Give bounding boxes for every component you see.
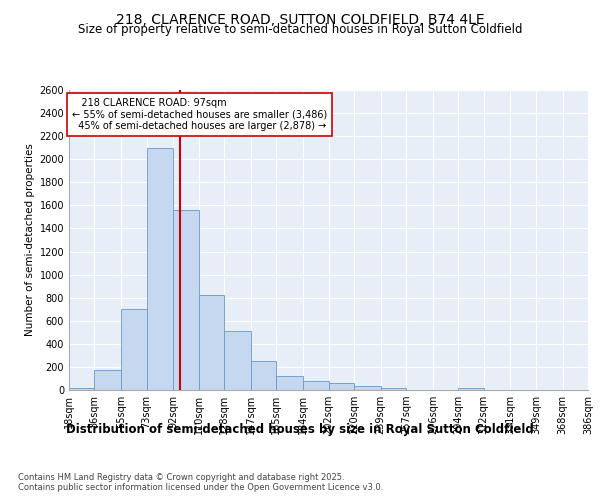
- Bar: [458, 388, 484, 390]
- Bar: [329, 383, 354, 390]
- Bar: [146, 148, 173, 390]
- Bar: [251, 360, 277, 390]
- Text: Distribution of semi-detached houses by size in Royal Sutton Coldfield: Distribution of semi-detached houses by …: [66, 422, 534, 436]
- Bar: [69, 388, 94, 390]
- Bar: [224, 331, 251, 390]
- Bar: [94, 370, 121, 390]
- Text: 218, CLARENCE ROAD, SUTTON COLDFIELD, B74 4LE: 218, CLARENCE ROAD, SUTTON COLDFIELD, B7…: [116, 12, 484, 26]
- Bar: [199, 295, 224, 390]
- Bar: [303, 381, 329, 390]
- Bar: [173, 210, 199, 390]
- Bar: [354, 386, 380, 390]
- Bar: [277, 376, 303, 390]
- Text: Contains HM Land Registry data © Crown copyright and database right 2025.
Contai: Contains HM Land Registry data © Crown c…: [18, 472, 383, 492]
- Text: 218 CLARENCE ROAD: 97sqm
← 55% of semi-detached houses are smaller (3,486)
  45%: 218 CLARENCE ROAD: 97sqm ← 55% of semi-d…: [72, 98, 327, 130]
- Text: Size of property relative to semi-detached houses in Royal Sutton Coldfield: Size of property relative to semi-detach…: [78, 22, 522, 36]
- Bar: [121, 309, 146, 390]
- Y-axis label: Number of semi-detached properties: Number of semi-detached properties: [25, 144, 35, 336]
- Bar: [380, 388, 406, 390]
